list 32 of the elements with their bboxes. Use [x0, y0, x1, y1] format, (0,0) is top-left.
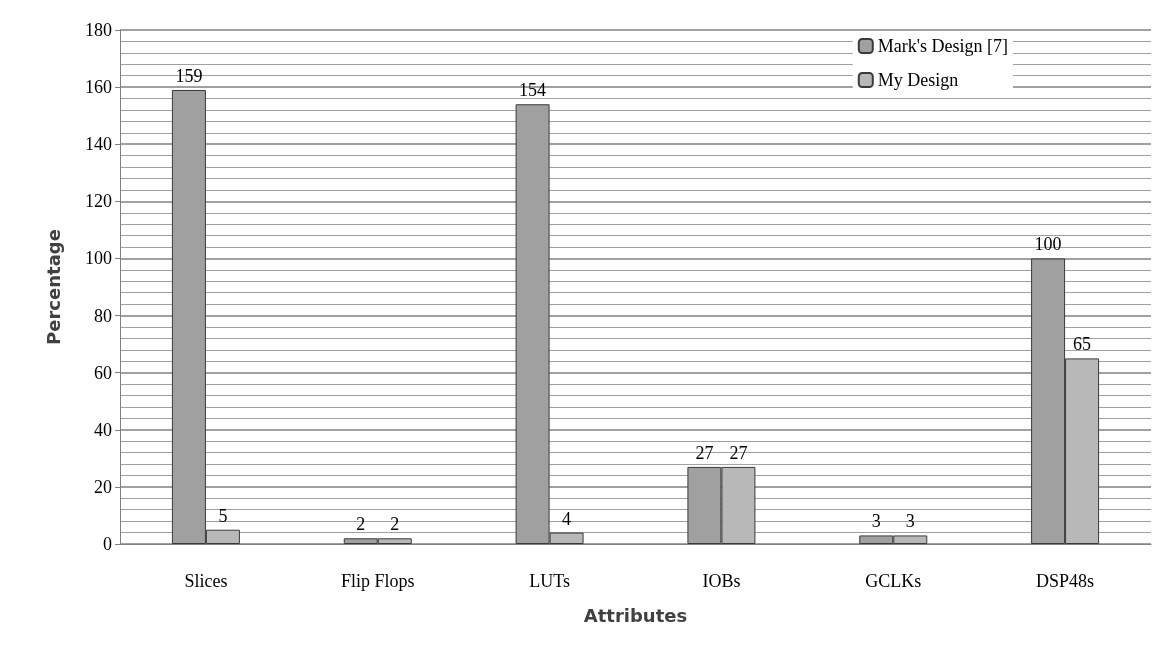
x-tick-label: IOBs: [702, 571, 741, 591]
data-label: 4: [562, 508, 572, 529]
data-label: 3: [871, 511, 881, 532]
y-tick-label: 100: [85, 248, 112, 269]
data-label: 154: [519, 80, 547, 101]
data-label: 5: [218, 505, 228, 526]
data-label: 65: [1073, 334, 1092, 355]
y-tick-label: 20: [94, 476, 112, 497]
data-label: 2: [390, 514, 400, 535]
y-tick-label: 40: [94, 419, 112, 440]
data-label: 27: [695, 442, 714, 463]
data-label: 27: [729, 442, 748, 463]
y-tick-label: 160: [85, 77, 112, 98]
y-tick-label: 60: [94, 362, 112, 383]
data-label: 3: [905, 511, 915, 532]
x-tick-label: GCLKs: [865, 571, 922, 591]
x-tick-label: Slices: [184, 571, 228, 591]
y-tick-label: 180: [85, 20, 112, 40]
x-tick-label: DSP48s: [1036, 571, 1095, 591]
y-tick-label: 80: [94, 305, 112, 326]
legend-label: Mark's Design [7]: [877, 36, 1008, 56]
data-label: 100: [1034, 234, 1062, 255]
legend-label: My Design: [877, 70, 959, 90]
y-tick-label: 0: [103, 534, 112, 554]
y-tick-label: 120: [85, 191, 112, 212]
data-label: 159: [175, 65, 203, 86]
x-tick-label: LUTs: [529, 571, 570, 591]
data-label: 2: [356, 514, 366, 535]
x-axis-title: Attributes: [583, 604, 688, 626]
y-tick-label: 140: [85, 134, 112, 155]
y-axis-title: Percentage: [42, 229, 64, 345]
x-tick-label: Flip Flops: [340, 571, 415, 591]
